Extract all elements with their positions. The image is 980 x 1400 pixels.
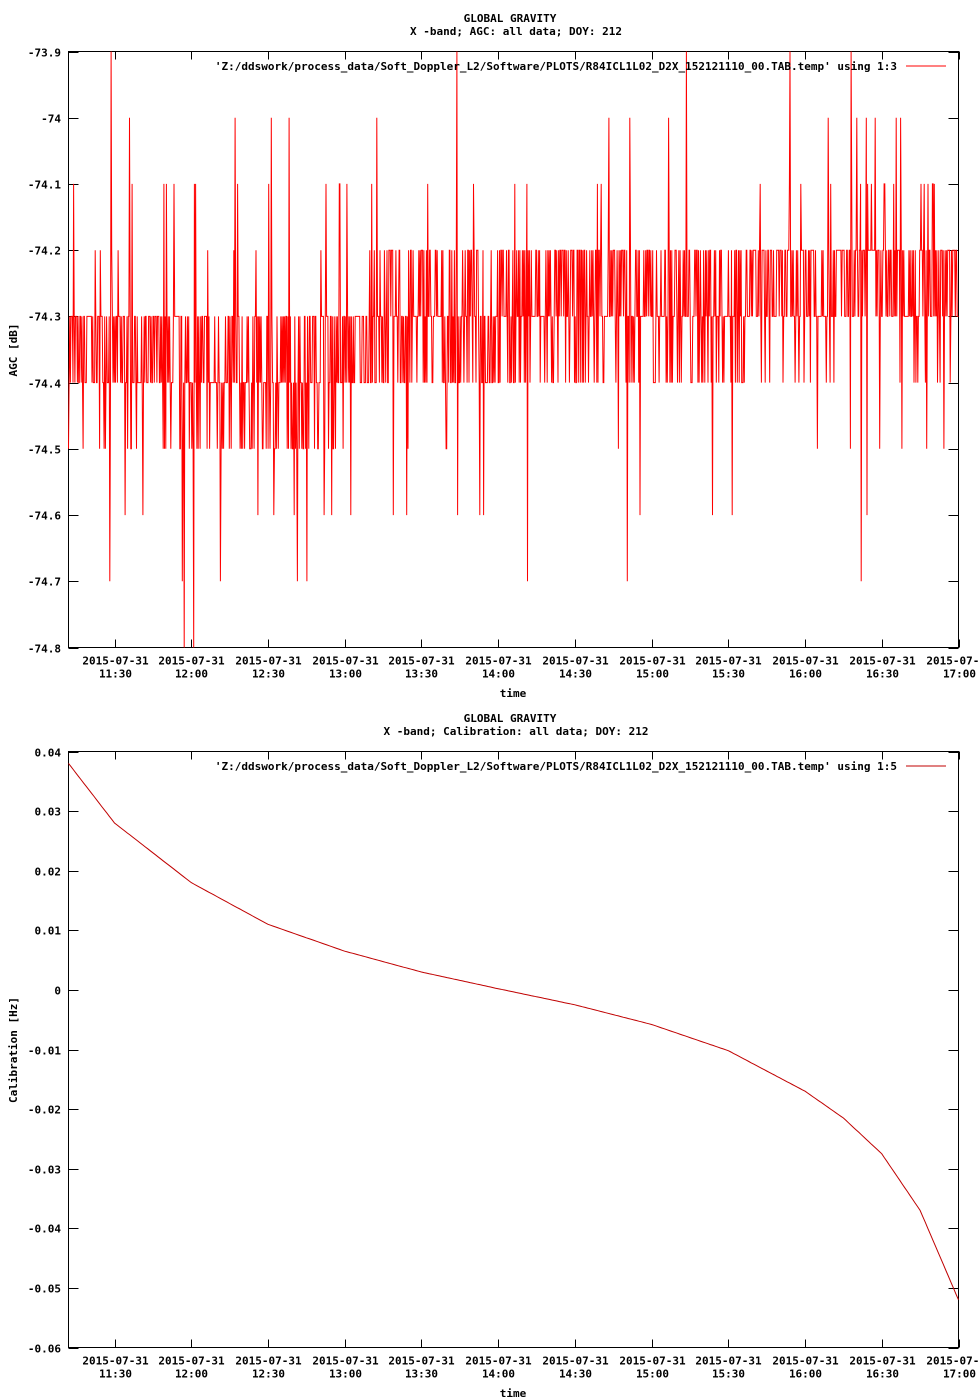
- agc-x-tick-date: 2015-07-31: [772, 655, 839, 668]
- agc-x-tick-date: 2015-07-31: [82, 655, 149, 668]
- calibration-x-tick-time: 16:00: [789, 1368, 822, 1381]
- agc-y-tick-label: -74.8: [28, 643, 61, 656]
- calibration-y-axis: 0.04 0.03 0.02 0.01 0 -0.01 -0.02 -0.03 -0.04 -0.…: [28, 747, 959, 1356]
- agc-x-tick-time: 16:00: [789, 668, 822, 681]
- calibration-x-tick-date: 2015-07-31: [772, 1355, 839, 1368]
- calibration-plot-frame: [68, 751, 959, 1348]
- calibration-x-tick-date: 2015-07-31: [926, 1355, 980, 1368]
- calibration-x-tick-time: 15:00: [636, 1368, 669, 1381]
- agc-x-tick-date: 2015-07-31: [849, 655, 916, 668]
- agc-y-tick-label: -74: [41, 113, 61, 126]
- agc-x-tick-time: 13:30: [405, 668, 438, 681]
- calibration-y-tick-label: -0.03: [28, 1164, 61, 1177]
- calibration-x-tick-date: 2015-07-31: [388, 1355, 455, 1368]
- agc-x-tick-time: 14:00: [482, 668, 515, 681]
- agc-x-tick-time: 14:30: [559, 668, 592, 681]
- calibration-x-axis: 2015-07-3111:302015-07-3112:002015-07-31…: [82, 751, 980, 1381]
- agc-legend-label: 'Z:/ddswork/process_data/Soft_Doppler_L2…: [215, 60, 897, 73]
- calibration-x-tick-time: 16:30: [866, 1368, 899, 1381]
- agc-x-tick-date: 2015-07-31: [926, 655, 980, 668]
- calibration-legend-label: 'Z:/ddswork/process_data/Soft_Doppler_L2…: [215, 760, 897, 773]
- agc-y-tick-label: -74.5: [28, 444, 61, 457]
- agc-x-tick-time: 12:30: [252, 668, 285, 681]
- calibration-chart: GLOBAL GRAVITY X -band; Calibration: all…: [7, 712, 980, 1400]
- agc-y-tick-label: -74.3: [28, 311, 61, 324]
- calibration-x-axis-label: time: [500, 1387, 527, 1400]
- calibration-x-tick-time: 15:30: [712, 1368, 745, 1381]
- calibration-y-tick-label: 0.03: [35, 806, 62, 819]
- agc-x-tick-time: 15:00: [636, 668, 669, 681]
- agc-y-axis: -73.9 -74 -74.1 -74.2 -74.3 -74.4 -74.5 -74.6 -7…: [28, 47, 959, 656]
- agc-y-tick-label: -73.9: [28, 47, 61, 60]
- calibration-chart-subtitle: X -band; Calibration: all data; DOY: 212: [384, 725, 649, 738]
- agc-y-tick-label: -74.2: [28, 245, 61, 258]
- calibration-x-tick-date: 2015-07-31: [158, 1355, 225, 1368]
- agc-x-tick-date: 2015-07-31: [465, 655, 532, 668]
- calibration-series-line: [68, 763, 959, 1301]
- calibration-y-tick-label: -0.01: [28, 1045, 61, 1058]
- agc-x-tick-date: 2015-07-31: [158, 655, 225, 668]
- agc-x-tick-time: 16:30: [866, 668, 899, 681]
- agc-x-tick-date: 2015-07-31: [542, 655, 609, 668]
- calibration-y-tick-label: -0.05: [28, 1283, 61, 1296]
- agc-x-axis: 2015-07-3111:302015-07-3112:002015-07-31…: [82, 51, 980, 681]
- agc-x-tick-date: 2015-07-31: [235, 655, 302, 668]
- calibration-chart-title: GLOBAL GRAVITY: [464, 712, 557, 725]
- calibration-x-tick-date: 2015-07-31: [312, 1355, 379, 1368]
- calibration-y-tick-label: 0: [54, 985, 61, 998]
- agc-chart-subtitle: X -band; AGC: all data; DOY: 212: [410, 25, 622, 38]
- agc-x-axis-label: time: [500, 687, 527, 700]
- calibration-x-tick-time: 14:00: [482, 1368, 515, 1381]
- calibration-x-tick-time: 13:00: [329, 1368, 362, 1381]
- agc-chart: GLOBAL GRAVITY X -band; AGC: all data; D…: [7, 12, 980, 700]
- calibration-x-tick-time: 12:30: [252, 1368, 285, 1381]
- calibration-x-tick-date: 2015-07-31: [542, 1355, 609, 1368]
- agc-y-tick-label: -74.1: [28, 179, 61, 192]
- agc-x-tick-time: 12:00: [175, 668, 208, 681]
- calibration-y-tick-label: -0.06: [28, 1343, 61, 1356]
- agc-x-tick-date: 2015-07-31: [388, 655, 455, 668]
- calibration-x-tick-date: 2015-07-31: [695, 1355, 762, 1368]
- calibration-x-tick-date: 2015-07-31: [235, 1355, 302, 1368]
- agc-y-tick-label: -74.6: [28, 510, 61, 523]
- calibration-y-tick-label: -0.04: [28, 1223, 61, 1236]
- calibration-y-tick-label: 0.04: [35, 747, 62, 760]
- calibration-y-tick-label: 0.02: [35, 866, 62, 879]
- agc-chart-title: GLOBAL GRAVITY: [464, 12, 557, 25]
- agc-series-line: [68, 51, 959, 648]
- agc-y-tick-label: -74.4: [28, 378, 61, 391]
- calibration-y-axis-label: Calibration [Hz]: [7, 997, 20, 1103]
- calibration-x-tick-time: 14:30: [559, 1368, 592, 1381]
- calibration-x-tick-time: 17:00: [943, 1368, 976, 1381]
- calibration-x-tick-date: 2015-07-31: [465, 1355, 532, 1368]
- calibration-x-tick-time: 13:30: [405, 1368, 438, 1381]
- calibration-x-tick-time: 12:00: [175, 1368, 208, 1381]
- calibration-x-tick-date: 2015-07-31: [619, 1355, 686, 1368]
- agc-x-tick-date: 2015-07-31: [312, 655, 379, 668]
- calibration-y-tick-label: -0.02: [28, 1104, 61, 1117]
- agc-x-tick-time: 15:30: [712, 668, 745, 681]
- agc-x-tick-time: 11:30: [99, 668, 132, 681]
- agc-x-tick-time: 13:00: [329, 668, 362, 681]
- agc-plot-frame: [68, 51, 959, 648]
- agc-x-tick-date: 2015-07-31: [695, 655, 762, 668]
- calibration-x-tick-time: 11:30: [99, 1368, 132, 1381]
- agc-x-tick-date: 2015-07-31: [619, 655, 686, 668]
- calibration-x-tick-date: 2015-07-31: [849, 1355, 916, 1368]
- agc-y-tick-label: -74.7: [28, 576, 61, 589]
- calibration-y-tick-label: 0.01: [35, 925, 62, 938]
- agc-y-axis-label: AGC [dB]: [7, 324, 20, 377]
- agc-x-tick-time: 17:00: [943, 668, 976, 681]
- calibration-x-tick-date: 2015-07-31: [82, 1355, 149, 1368]
